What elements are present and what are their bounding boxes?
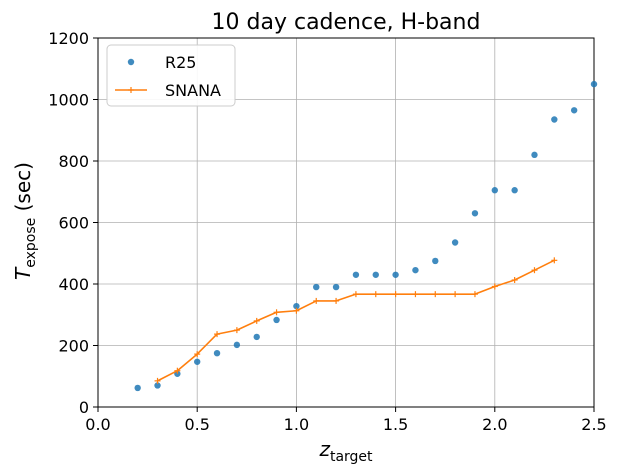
- r25-point: [253, 333, 260, 341]
- series-layer: [134, 80, 598, 392]
- y-tick-label: 0: [79, 398, 89, 417]
- r25-point: [590, 80, 598, 88]
- r25-point: [313, 283, 320, 291]
- r25-point: [213, 349, 221, 357]
- x-tick-label: 2.5: [581, 415, 606, 434]
- snana-point: [174, 367, 181, 374]
- r25-point: [154, 382, 161, 389]
- r25-point: [194, 358, 201, 365]
- snana-point: [333, 297, 340, 304]
- r25-point: [511, 187, 518, 194]
- ticks-layer: 0.0 0.5 1.0 1.5 2.0 2.5 0 200 400 600 800 1000 1200: [48, 29, 606, 434]
- snana-point: [551, 257, 558, 264]
- y-axis-label-sub: expose: [23, 218, 39, 268]
- snana-point: [491, 283, 498, 290]
- x-axis-label-main: z: [318, 437, 330, 461]
- y-tick-label: 600: [58, 214, 89, 233]
- snana-point: [194, 351, 201, 358]
- y-tick-label: 200: [58, 337, 89, 356]
- chart-title: 10 day cadence, H-band: [212, 10, 481, 35]
- snana-point: [233, 327, 240, 334]
- r25-point: [551, 116, 558, 123]
- snana-point: [154, 377, 161, 384]
- r25-point: [134, 384, 141, 392]
- snana-point: [372, 291, 379, 298]
- y-tick-label: 1200: [48, 29, 89, 48]
- y-tick-label: 1000: [48, 91, 89, 110]
- snana-point: [531, 267, 538, 274]
- snana-point: [313, 297, 320, 304]
- x-tick-label: 1.0: [284, 415, 309, 434]
- legend-item-r25: R25: [127, 53, 196, 72]
- series-snana: [154, 257, 558, 384]
- r25-point: [412, 266, 419, 274]
- snana-point: [214, 331, 221, 338]
- x-tick-label: 2.0: [482, 415, 507, 434]
- legend-label: SNANA: [165, 81, 221, 100]
- snana-point: [392, 291, 399, 298]
- r25-point: [471, 210, 479, 217]
- r25-point: [352, 271, 360, 278]
- legend: R25 SNANA: [106, 44, 236, 107]
- snana-point: [412, 291, 419, 298]
- r25-point: [491, 187, 498, 194]
- legend-label: R25: [165, 53, 196, 72]
- r25-point: [332, 283, 340, 291]
- x-tick-label: 0.5: [184, 415, 209, 434]
- r25-point: [372, 271, 379, 278]
- legend-plus-swatch: [128, 87, 134, 93]
- x-tick-label: 0.0: [85, 415, 110, 434]
- r25-point: [531, 151, 538, 159]
- y-tick-label: 400: [58, 275, 89, 294]
- r25-point: [392, 271, 399, 278]
- r25-point: [293, 302, 300, 310]
- r25-point: [432, 257, 439, 265]
- legend-marker-swatch: [127, 58, 135, 66]
- r25-point: [233, 341, 241, 349]
- y-axis-label-suffix: (sec): [11, 162, 35, 218]
- snana-point: [352, 291, 359, 298]
- snana-point: [293, 307, 300, 314]
- snana-point: [511, 277, 518, 284]
- y-axis-label-main: T: [11, 266, 35, 280]
- snana-point: [471, 291, 478, 298]
- r25-point: [570, 107, 578, 114]
- snana-point: [253, 317, 260, 324]
- y-axis-label: Texpose (sec): [11, 162, 39, 280]
- x-axis-label-sub: target: [330, 449, 373, 465]
- x-axis-label: ztarget: [318, 437, 373, 465]
- x-tick-label: 1.5: [383, 415, 408, 434]
- r25-point: [273, 316, 280, 324]
- series-r25: [134, 80, 598, 392]
- legend-item-snana: SNANA: [115, 81, 221, 100]
- snana-point: [273, 309, 280, 316]
- y-tick-label: 800: [58, 152, 89, 171]
- snana-point: [452, 291, 459, 298]
- snana-point: [432, 291, 439, 298]
- r25-point: [451, 239, 459, 246]
